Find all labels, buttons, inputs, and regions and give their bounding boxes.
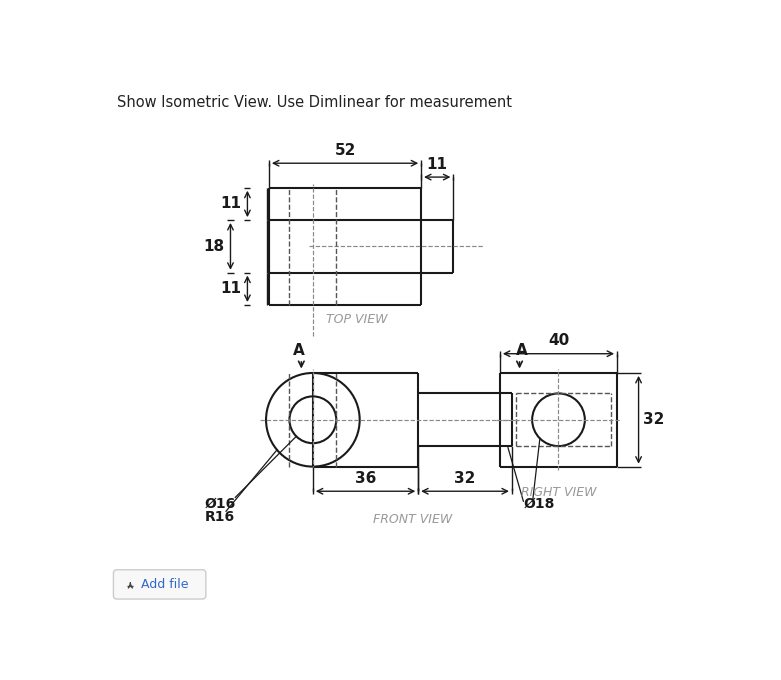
Text: FRONT VIEW: FRONT VIEW	[373, 513, 452, 526]
Text: 32: 32	[455, 471, 476, 486]
Text: Ø18: Ø18	[523, 496, 555, 511]
Text: 11: 11	[426, 156, 448, 171]
Text: TOP VIEW: TOP VIEW	[326, 313, 387, 326]
Text: Ø16: Ø16	[205, 496, 236, 511]
Text: 18: 18	[203, 239, 224, 254]
Text: R16: R16	[205, 511, 234, 524]
Text: RIGHT VIEW: RIGHT VIEW	[521, 486, 596, 499]
Text: Show Isometric View. Use Dimlinear for measurement: Show Isometric View. Use Dimlinear for m…	[116, 95, 512, 110]
Text: 52: 52	[334, 143, 355, 158]
Text: 32: 32	[644, 412, 665, 427]
Text: 11: 11	[220, 282, 241, 296]
Text: A: A	[516, 343, 528, 358]
Text: Add file: Add file	[141, 578, 189, 591]
Text: 36: 36	[355, 471, 376, 486]
Text: 11: 11	[220, 197, 241, 211]
FancyBboxPatch shape	[113, 570, 206, 599]
Text: A: A	[293, 343, 305, 358]
Text: 40: 40	[548, 333, 569, 348]
